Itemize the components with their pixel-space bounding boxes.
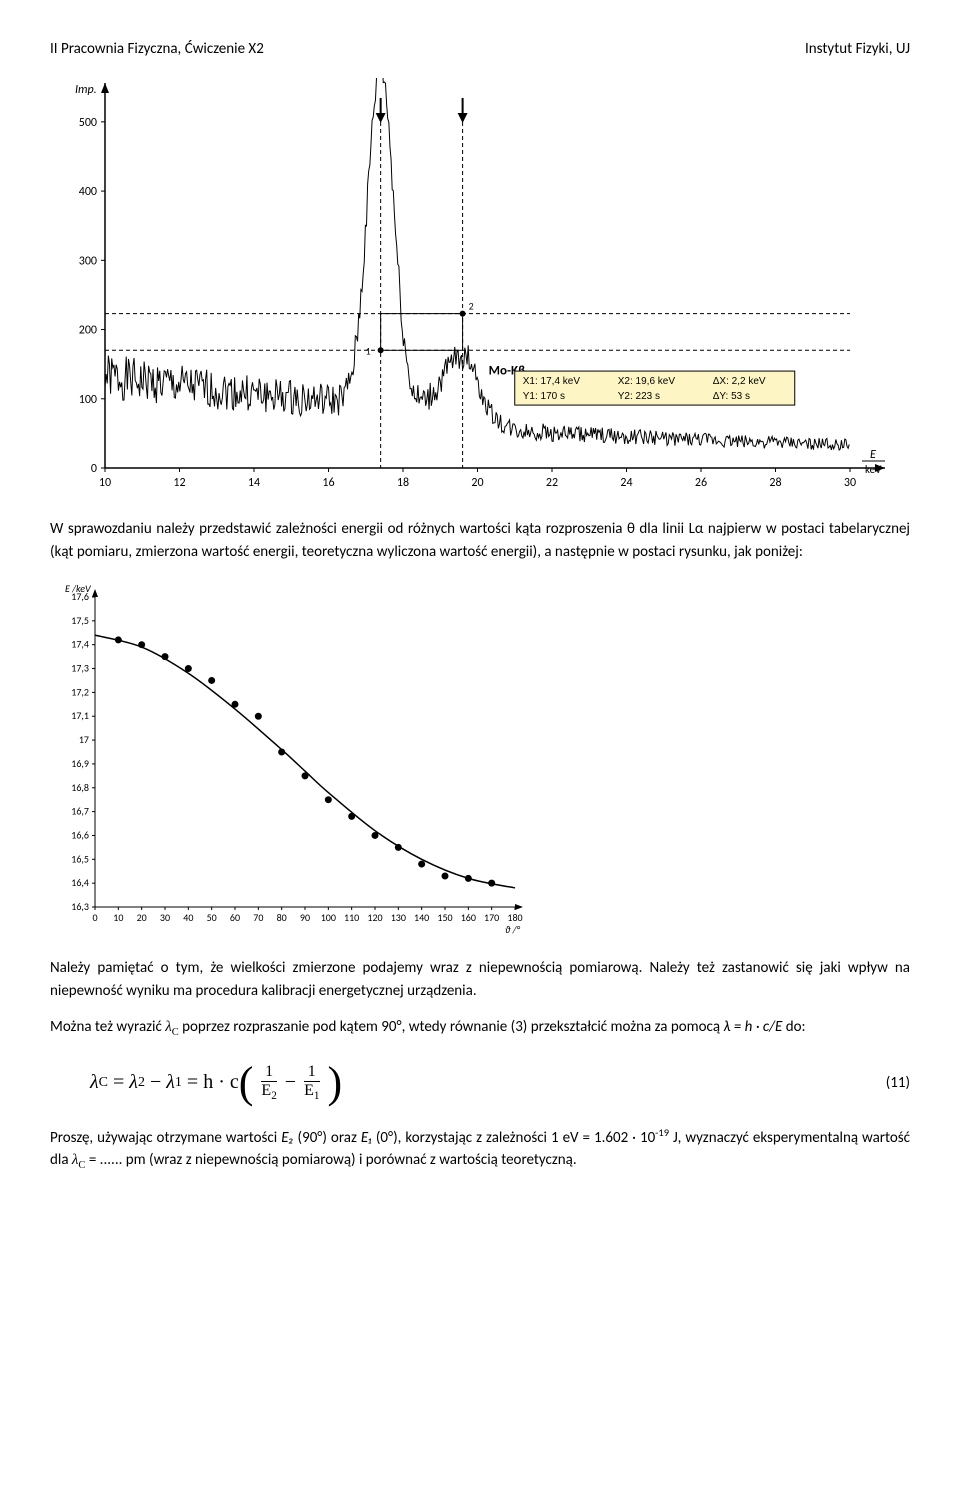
svg-text:E: E	[870, 448, 876, 462]
svg-text:16,7: 16,7	[71, 805, 89, 818]
svg-text:120: 120	[367, 911, 382, 924]
header-left: II Pracownia Fizyczna, Ćwiczenie X2	[50, 40, 264, 58]
svg-text:16,4: 16,4	[71, 876, 89, 889]
svg-text:30: 30	[160, 911, 170, 924]
svg-text:300: 300	[79, 254, 97, 268]
svg-text:400: 400	[79, 185, 97, 199]
svg-text:17,5: 17,5	[71, 614, 89, 627]
svg-text:17,2: 17,2	[71, 685, 89, 698]
svg-text:17,1: 17,1	[71, 709, 89, 722]
svg-text:26: 26	[695, 476, 707, 490]
spectrum-chart: 01002003004005001012141618202224262830Im…	[50, 78, 910, 498]
svg-text:X1: 17,4 keV: X1: 17,4 keV	[523, 376, 581, 387]
svg-text:130: 130	[391, 911, 406, 924]
paragraph-1: W sprawozdaniu należy przedstawić zależn…	[50, 518, 910, 563]
svg-text:24: 24	[620, 476, 632, 490]
svg-text:10: 10	[113, 911, 123, 924]
svg-text:0: 0	[92, 911, 97, 924]
svg-text:X2: 19,6 keV: X2: 19,6 keV	[618, 376, 676, 387]
svg-text:ΔY: 53 s: ΔY: 53 s	[713, 391, 750, 402]
svg-text:140: 140	[414, 911, 429, 924]
svg-text:17,3: 17,3	[71, 662, 89, 675]
svg-text:22: 22	[546, 476, 558, 490]
svg-text:10: 10	[99, 476, 111, 490]
svg-text:Imp.: Imp.	[75, 83, 97, 97]
svg-text:17,4: 17,4	[71, 638, 89, 651]
svg-text:40: 40	[183, 911, 193, 924]
svg-text:keV: keV	[865, 463, 882, 476]
scatter-chart: 16,3 16,4 16,5 16,6 16,7 16,8 16,9 17 17,1 17,2 17…	[50, 577, 910, 937]
svg-text:17: 17	[79, 733, 89, 746]
svg-text:110: 110	[344, 911, 359, 924]
svg-text:20: 20	[471, 476, 483, 490]
svg-text:16,3: 16,3	[71, 900, 89, 913]
paragraph-4: Proszę, używając otrzymane wartości E₂ (…	[50, 1125, 910, 1174]
svg-text:100: 100	[321, 911, 336, 924]
equation-11: λC = λ2 − λ1 = h · c ( 1E2 − 1E1 ) (11)	[50, 1061, 910, 1105]
header-right: Instytut Fizyki, UJ	[805, 40, 910, 58]
svg-text:100: 100	[79, 393, 97, 407]
svg-text:16: 16	[322, 476, 334, 490]
svg-text:16,8: 16,8	[71, 781, 89, 794]
svg-text:1: 1	[366, 344, 371, 357]
svg-text:E /keV: E /keV	[65, 582, 92, 595]
equation-number: (11)	[886, 1074, 910, 1092]
svg-text:ΔX: 2,2 keV: ΔX: 2,2 keV	[713, 376, 766, 387]
svg-text:170: 170	[484, 911, 499, 924]
svg-text:2: 2	[469, 300, 474, 313]
svg-text:50: 50	[207, 911, 217, 924]
svg-text:14: 14	[248, 476, 260, 490]
svg-text:70: 70	[253, 911, 263, 924]
svg-text:80: 80	[277, 911, 287, 924]
svg-text:90: 90	[300, 911, 310, 924]
svg-text:16,9: 16,9	[71, 757, 89, 770]
svg-text:16,6: 16,6	[71, 828, 89, 841]
svg-text:160: 160	[461, 911, 476, 924]
svg-text:500: 500	[79, 116, 97, 130]
svg-text:0: 0	[91, 462, 97, 476]
paragraph-2: Należy pamiętać o tym, że wielkości zmie…	[50, 957, 910, 1002]
svg-text:20: 20	[137, 911, 147, 924]
paragraph-3: Można też wyrazić λC poprzez rozpraszani…	[50, 1016, 910, 1041]
svg-text:ϑ /°: ϑ /°	[505, 923, 520, 936]
page-header: II Pracownia Fizyczna, Ćwiczenie X2 Inst…	[50, 40, 910, 58]
svg-text:30: 30	[844, 476, 856, 490]
svg-text:18: 18	[397, 476, 409, 490]
svg-text:60: 60	[230, 911, 240, 924]
svg-text:28: 28	[769, 476, 781, 490]
svg-text:12: 12	[173, 476, 185, 490]
svg-text:Y2: 223 s: Y2: 223 s	[618, 391, 660, 402]
svg-text:16,5: 16,5	[71, 852, 89, 865]
svg-text:Y1: 170 s: Y1: 170 s	[523, 391, 565, 402]
svg-text:200: 200	[79, 324, 97, 338]
svg-text:150: 150	[437, 911, 452, 924]
